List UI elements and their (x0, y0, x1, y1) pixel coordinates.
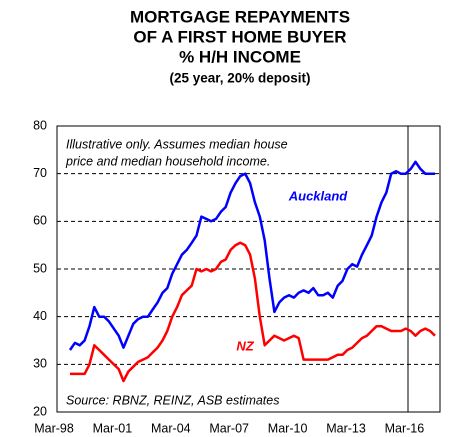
chart-subtitle: (25 year, 20% deposit) (169, 71, 310, 86)
y-tick-label: 70 (33, 166, 47, 180)
y-tick-label: 30 (33, 357, 47, 371)
series-label: NZ (236, 338, 254, 353)
series-label: Auckland (288, 188, 349, 203)
series-line (68, 160, 435, 351)
x-tick-label: Mar-16 (385, 421, 425, 435)
y-tick-label: 40 (33, 309, 47, 323)
chart-title: MORTGAGE REPAYMENTS (130, 7, 350, 26)
plot-frame (56, 125, 441, 413)
annotation: Source: RBNZ, REINZ, ASB estimates (66, 393, 279, 407)
x-tick-label: Mar-07 (209, 421, 249, 435)
chart-title: OF A FIRST HOME BUYER (133, 27, 346, 46)
x-tick-label: Mar-04 (151, 421, 191, 435)
y-tick-label: 60 (33, 214, 47, 228)
x-tick-label: Mar-98 (34, 421, 74, 435)
x-tick-label: Mar-01 (93, 421, 133, 435)
annotation: Illustrative only. Assumes median house (66, 137, 288, 151)
series-line (70, 241, 436, 383)
y-tick-label: 50 (33, 261, 47, 275)
x-tick-label: Mar-10 (268, 421, 308, 435)
y-tick-label: 20 (33, 404, 47, 418)
x-tick-label: Mar-13 (326, 421, 366, 435)
chart-title: % H/H INCOME (179, 47, 301, 66)
y-tick-label: 80 (33, 118, 47, 132)
annotation: price and median household income. (65, 154, 270, 168)
